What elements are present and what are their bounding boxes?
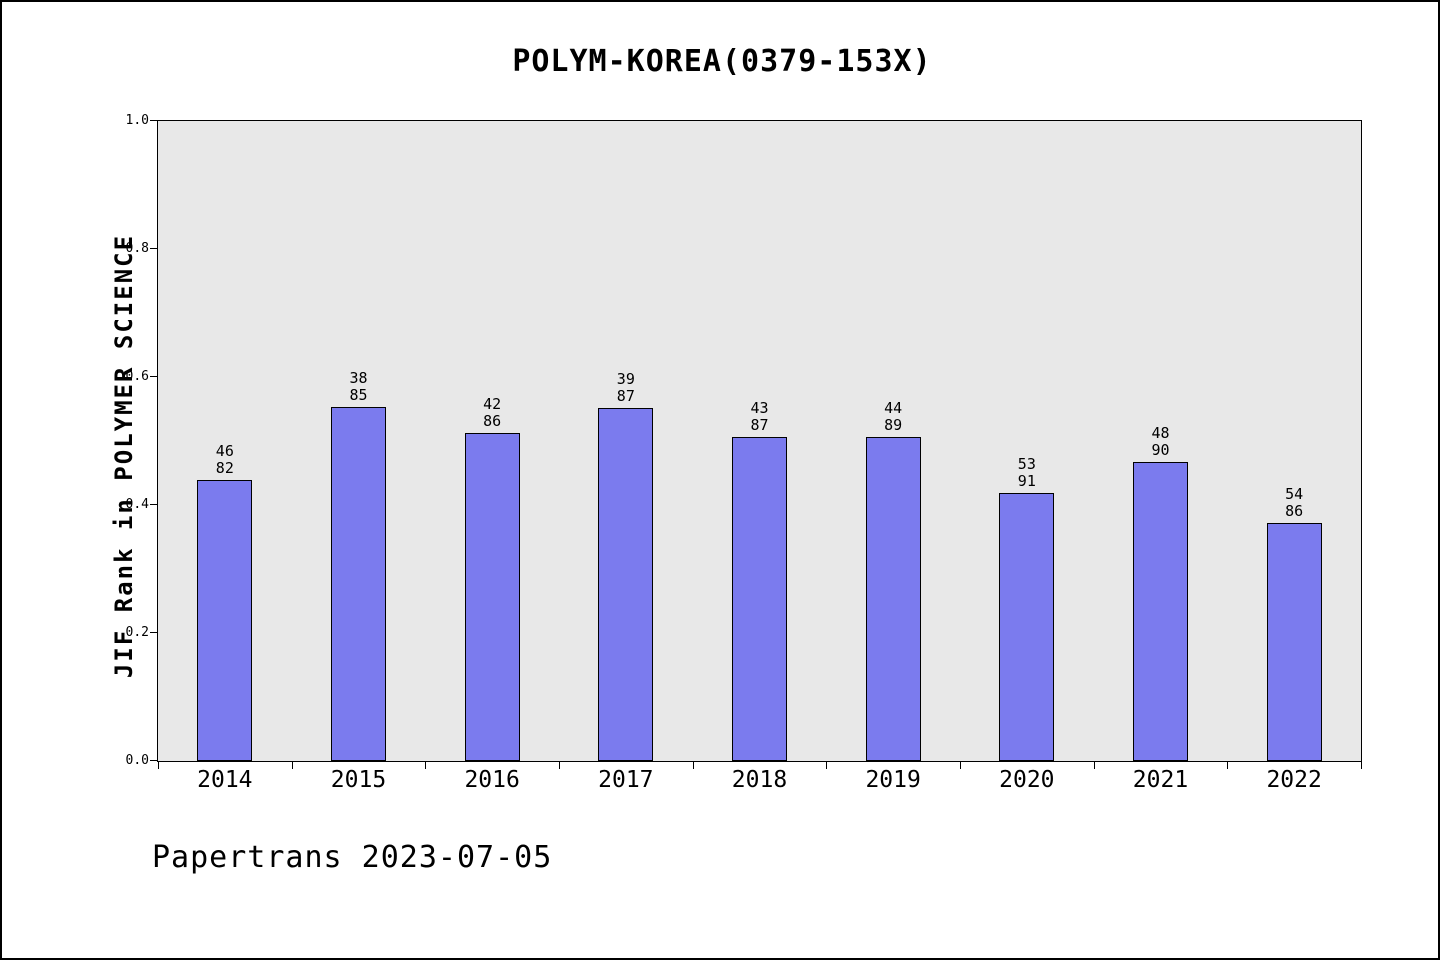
- y-tick-mark: [150, 504, 157, 505]
- x-axis-year-label: 2016: [464, 767, 520, 793]
- bar-rank-value: 54: [1285, 484, 1304, 503]
- bar-total-value: 87: [750, 416, 769, 435]
- x-axis-year-label: 2020: [999, 767, 1055, 793]
- bar-rank-value: 42: [483, 395, 502, 414]
- bar: [999, 493, 1055, 761]
- y-tick-label: 0.6: [125, 369, 149, 384]
- y-tick-label: 0.0: [125, 753, 149, 768]
- bar-rank-value: 44: [884, 399, 903, 418]
- bar-rank-value: 43: [750, 399, 769, 418]
- x-tick-mark: [692, 762, 694, 769]
- bar: [464, 433, 520, 761]
- bar-value-label: 39 87: [571, 369, 681, 405]
- x-tick-mark: [158, 762, 159, 769]
- x-axis-year-label: 2018: [731, 767, 788, 793]
- bar-value-label: 53 91: [972, 456, 1082, 490]
- bar-total-value: 82: [215, 459, 234, 478]
- bar-value-label: 44 89: [838, 400, 948, 434]
- bar: [598, 407, 654, 761]
- x-tick-mark: [425, 762, 427, 769]
- y-axis-label: JIF Rank in POLYMER SCIENCE: [110, 233, 138, 679]
- y-tick-label: 0.2: [125, 625, 149, 640]
- bar-rank-value: 46: [215, 442, 234, 461]
- y-tick-label: 0.4: [125, 497, 149, 512]
- x-tick-mark: [1227, 762, 1229, 769]
- bar-rank-value: 48: [1151, 424, 1170, 443]
- bar-value-label: 42 86: [437, 396, 547, 430]
- bar-value-label: 43 87: [705, 400, 815, 434]
- y-tick-label: 0.8: [125, 241, 149, 256]
- x-tick-mark: [1361, 762, 1362, 769]
- bar-rank-value: 38: [349, 369, 368, 388]
- bar-value-label: 54 86: [1239, 484, 1349, 520]
- chart-title: POLYM-KOREA(0379-153X): [512, 44, 932, 79]
- bar-total-value: 86: [1285, 501, 1304, 520]
- bar: [865, 437, 921, 761]
- y-tick-mark: [150, 376, 157, 377]
- bar: [1266, 522, 1322, 761]
- y-tick-mark: [150, 120, 157, 121]
- y-tick-label: 1.0: [125, 113, 149, 128]
- bar-total-value: 90: [1151, 441, 1170, 460]
- bar-total-value: 86: [483, 412, 502, 431]
- x-axis-year-label: 2014: [197, 767, 253, 793]
- footer-text: Papertrans 2023-07-05: [152, 840, 553, 875]
- bar-total-value: 91: [1017, 472, 1036, 491]
- bar-total-value: 89: [884, 416, 903, 435]
- y-tick-mark: [150, 760, 157, 761]
- plot-area: 46 82 38 85 42 86 39 87 43 87 44 89 53 91 48 90 54 86: [157, 120, 1362, 762]
- y-tick-mark: [150, 248, 157, 249]
- x-tick-mark: [826, 762, 828, 769]
- x-tick-mark: [559, 762, 560, 769]
- bar-total-value: 87: [616, 386, 635, 405]
- x-tick-mark: [1093, 762, 1095, 769]
- x-axis-year-label: 2017: [598, 767, 654, 793]
- x-axis-year-label: 2022: [1266, 767, 1322, 793]
- x-axis-year-label: 2019: [865, 767, 921, 793]
- bar-value-label: 38 85: [304, 370, 414, 404]
- x-tick-mark: [291, 762, 293, 769]
- bar: [197, 480, 253, 761]
- y-tick-mark: [150, 632, 157, 633]
- bar-value-label: 46 82: [170, 443, 280, 477]
- bar: [1133, 462, 1188, 761]
- bar: [331, 407, 386, 761]
- x-tick-mark: [960, 762, 961, 769]
- x-axis-year-label: 2021: [1132, 767, 1189, 793]
- bar: [732, 437, 787, 761]
- x-axis-year-label: 2015: [330, 767, 387, 793]
- bar-rank-value: 39: [616, 369, 635, 388]
- bar-value-label: 48 90: [1106, 425, 1216, 459]
- bar-total-value: 85: [349, 386, 368, 405]
- bar-rank-value: 53: [1017, 455, 1036, 474]
